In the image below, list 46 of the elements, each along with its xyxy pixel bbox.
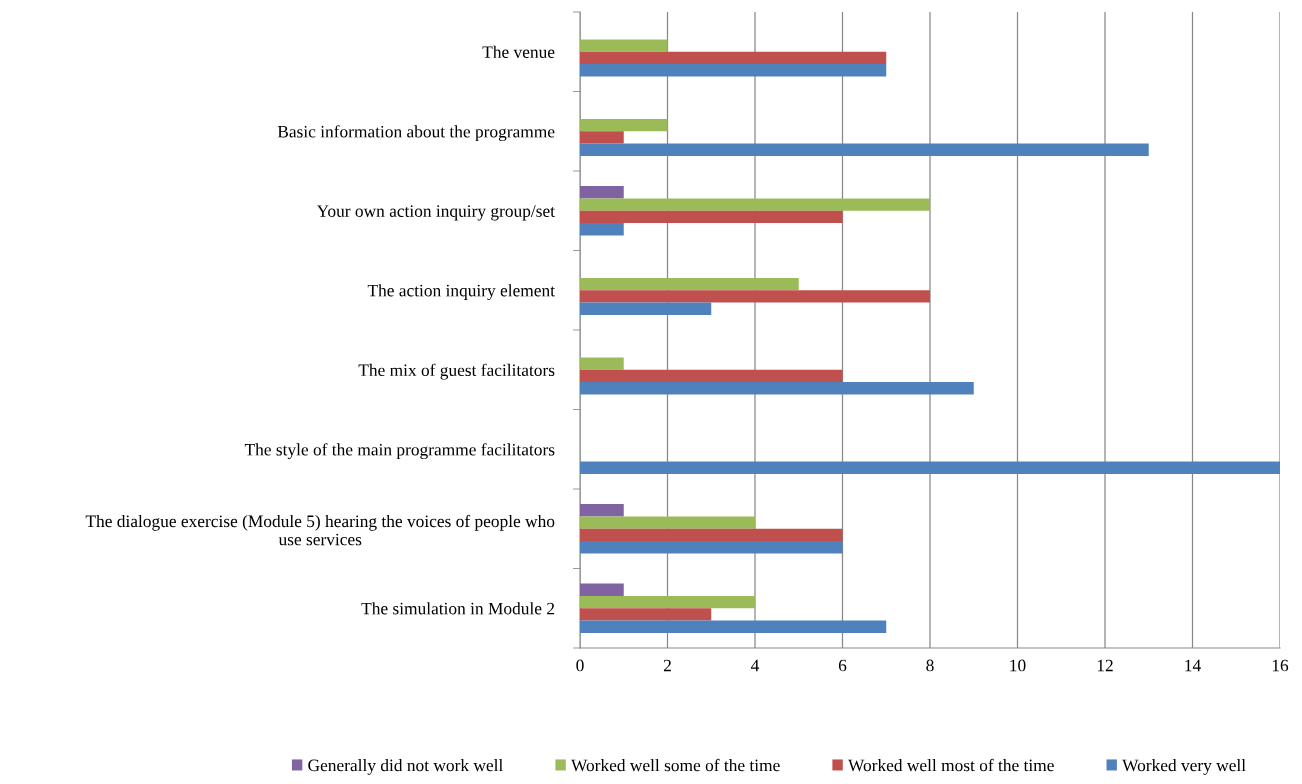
bar xyxy=(580,223,624,236)
y-tick-label: Basic information about the programme xyxy=(277,125,555,142)
y-tick-label: The mix of guest facilitators xyxy=(358,363,555,380)
bar xyxy=(580,118,668,132)
x-tick-label: 14 xyxy=(1185,659,1201,672)
bar xyxy=(580,528,843,542)
x-tick-label: 6 xyxy=(838,659,847,672)
bar xyxy=(580,210,843,224)
x-tick-label: 16 xyxy=(1272,659,1289,672)
bar xyxy=(580,369,843,383)
x-tick-label: 0 xyxy=(576,659,584,672)
legend-label: Worked well most of the time xyxy=(848,758,1054,772)
x-tick-label: 12 xyxy=(1097,659,1113,672)
bar xyxy=(580,583,624,596)
bar xyxy=(580,51,887,65)
y-tick-label: The venue xyxy=(482,45,555,58)
bar xyxy=(580,131,624,144)
bar xyxy=(580,461,1280,474)
bar xyxy=(580,504,624,517)
y-tick-label: The dialogue exercise (Module 5) hearing the voices of people who use services xyxy=(85,514,555,546)
bar xyxy=(580,302,712,315)
x-tick-label: 8 xyxy=(926,659,934,672)
x-tick-label: 2 xyxy=(663,659,671,672)
bar xyxy=(580,277,799,291)
bar xyxy=(580,186,624,199)
legend-label: Worked well some of the time xyxy=(571,758,780,772)
bar xyxy=(580,143,1149,156)
legend-label: Generally did not work well xyxy=(308,759,503,775)
bar xyxy=(580,595,755,609)
x-tick-label: 10 xyxy=(1010,659,1026,672)
legend-label: Worked very well xyxy=(1122,759,1246,775)
y-tick-label: The action inquiry element xyxy=(367,284,555,301)
bar xyxy=(580,608,712,621)
bar xyxy=(580,39,668,52)
bar xyxy=(580,64,887,77)
y-tick-label: The style of the main programme facilitators xyxy=(244,443,555,460)
bar xyxy=(580,541,843,554)
y-tick-label: The simulation in Module 2 xyxy=(361,602,555,615)
bar xyxy=(580,382,974,395)
bar xyxy=(580,290,930,303)
bar xyxy=(580,516,755,529)
bar xyxy=(580,198,930,211)
bar xyxy=(580,620,887,633)
x-tick-label: 4 xyxy=(751,659,760,672)
y-tick-label: Your own action inquiry group/set xyxy=(316,205,555,221)
bar xyxy=(580,357,624,370)
